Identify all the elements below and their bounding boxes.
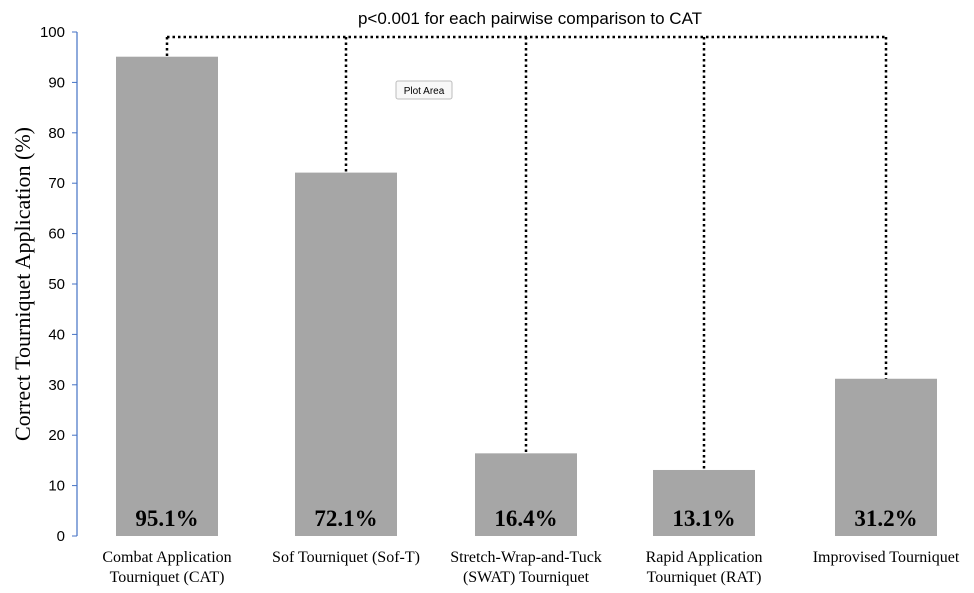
y-tick-label: 80 [48,125,65,142]
y-axis-title: Correct Tourniquet Application (%) [10,127,35,441]
x-category-label: Sof Tourniquet (Sof-T) [272,549,420,566]
y-tick-label: 30 [48,377,65,394]
data-label: 72.1% [314,506,377,531]
y-tick-label: 60 [48,226,65,243]
data-label: 16.4% [494,506,557,531]
y-axis-ticks: 0 10 20 30 40 50 60 70 80 90 100 [40,24,77,545]
y-tick-label: 100 [40,24,65,41]
data-labels: 95.1% 72.1% 16.4% 13.1% 31.2% [135,506,917,531]
x-category-label: Rapid Application Tourniquet (RAT) [646,549,763,586]
data-label: 31.2% [854,506,917,531]
y-tick-label: 10 [48,478,65,495]
y-tick-label: 20 [48,427,65,444]
y-tick-label: 40 [48,326,65,343]
bar [295,172,397,536]
tooltip-text: Plot Area [404,86,445,97]
tooltip-box [395,80,453,100]
x-category-label: Stretch-Wrap-and-Tuck (SWAT) Tourniquet [450,549,602,586]
data-label: 95.1% [135,506,198,531]
y-tick-label: 50 [48,276,65,293]
x-axis-labels: Combat Application Tourniquet (CAT) Sof To… [102,549,960,586]
x-category-label: Improvised Tourniquet [813,549,960,566]
bar [653,469,755,536]
significance-brackets [165,35,888,470]
y-tick-label: 90 [48,74,65,91]
plot-area-tooltip: Plot Area [395,80,453,100]
significance-annotation: p<0.001 for each pairwise comparison to … [358,9,702,28]
bar [475,453,577,536]
bars [116,56,937,537]
bar [116,56,218,537]
y-tick-label: 70 [48,175,65,192]
bar [835,378,937,536]
x-category-label: Combat Application Tourniquet (CAT) [102,549,231,586]
data-label: 13.1% [672,506,735,531]
y-tick-label: 0 [57,528,65,545]
